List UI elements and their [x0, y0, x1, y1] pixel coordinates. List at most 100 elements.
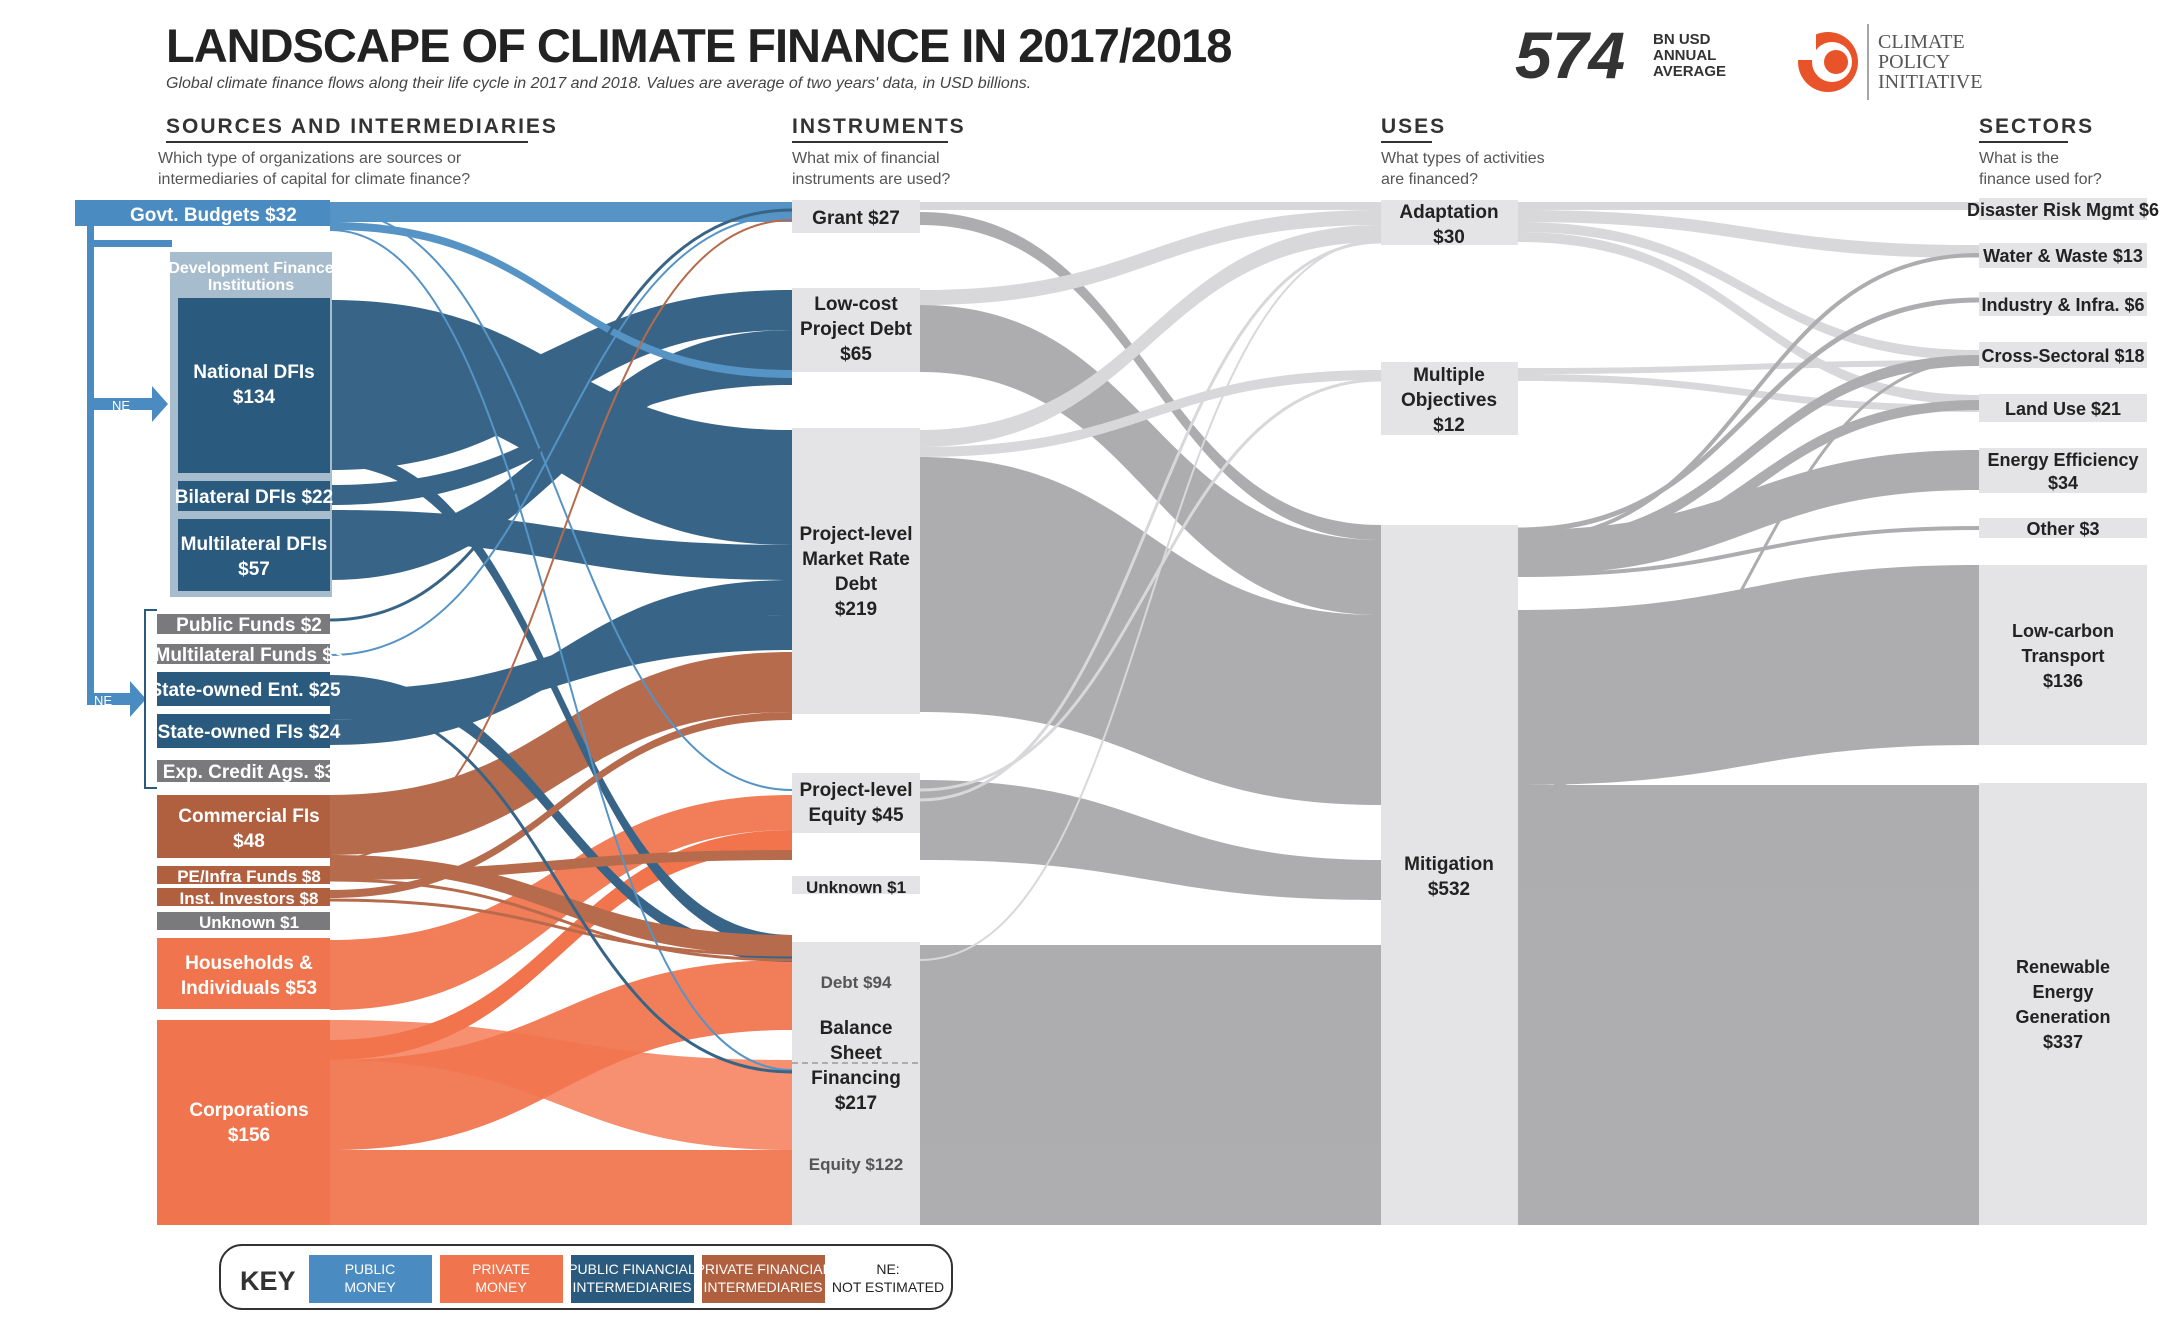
lowcost-label-1: Low-cost: [814, 294, 898, 315]
flow-corporations-project-equity: [330, 830, 792, 1060]
column-header-uses: USES What types of activities are financ…: [1381, 115, 1545, 188]
multilateral-dfis-label-2: $57: [238, 559, 270, 580]
flow-national-balance: [330, 450, 792, 950]
total-unit-line-1: BN USD: [1653, 31, 1711, 48]
node-export-credit: [157, 760, 330, 782]
node-public-funds: [157, 614, 330, 634]
cpi-logo-icon: [1790, 24, 1869, 100]
node-households: [157, 938, 330, 1009]
key-prfi-1: PRIVATE FINANCIAL: [696, 1261, 831, 1277]
key-public-money-swatch: [309, 1255, 432, 1303]
balance-label-1: Balance: [820, 1018, 893, 1039]
node-land-use: [1979, 394, 2147, 422]
public-funds-label: Public Funds $2: [176, 615, 322, 636]
multilateral-funds-label: Multilateral Funds $3: [155, 645, 344, 666]
node-commercial-fis: [157, 795, 330, 858]
instrument-nodes: Grant $27 Low-cost Project Debt $65 Proj…: [792, 200, 920, 1225]
flow-commercial-balance: [330, 855, 792, 955]
flow-govt-grant: [330, 202, 792, 222]
node-transport: [1979, 565, 2147, 745]
flow-market-mitigation: [920, 457, 1381, 805]
multiple-label-1: Multiple: [1413, 365, 1485, 386]
households-label-2: Individuals $53: [181, 978, 317, 999]
ee-label-2: $34: [2048, 473, 2078, 493]
total-unit-line-3: AVERAGE: [1653, 63, 1726, 80]
adaptation-label-2: $30: [1433, 227, 1465, 248]
transport-label-3: $136: [2043, 671, 2083, 691]
flow-grant-mitigation: [920, 212, 1381, 540]
flow-national-market: [330, 300, 792, 545]
sectors-question-1: What is the: [1979, 150, 2059, 167]
node-lowcost-debt: [792, 288, 920, 372]
flow-equity-mitigation: [920, 780, 1381, 900]
flow-market-multiple: [920, 370, 1381, 457]
lowcost-label-3: $65: [840, 344, 872, 365]
ee-label-1: Energy Efficiency: [1987, 450, 2138, 470]
bilateral-dfis-label: Bilateral DFIs $22: [175, 487, 333, 508]
unknown-instrument-label: Unknown $1: [806, 878, 906, 897]
node-cross-sectoral: [1979, 342, 2147, 368]
transport-label-1: Low-carbon: [2012, 621, 2114, 641]
mitigation-label-1: Mitigation: [1404, 854, 1494, 875]
node-corporations: [157, 1020, 330, 1225]
market-label-3: Debt: [835, 574, 878, 595]
land-label: Land Use $21: [2005, 399, 2121, 419]
adaptation-label-1: Adaptation: [1399, 202, 1498, 223]
multilateral-dfis-label-1: Multilateral DFIs: [181, 534, 328, 555]
uses-question-1: What types of activities: [1381, 150, 1545, 167]
column-header-instruments: INSTRUMENTS What mix of financial instru…: [792, 115, 966, 188]
flow-lowcost-adaptation: [920, 210, 1381, 305]
node-unknown-source: [157, 912, 330, 930]
bequity-label: Equity $122: [809, 1155, 904, 1174]
page-subtitle: Global climate finance flows along their…: [166, 75, 1031, 92]
node-disaster-risk: [1979, 198, 2147, 220]
transport-label-2: Transport: [2021, 646, 2104, 666]
equity-label-1: Project-level: [800, 780, 913, 801]
page-title: LANDSCAPE OF CLIMATE FINANCE IN 2017/201…: [166, 19, 1231, 72]
key-public-fi-swatch: [571, 1255, 694, 1303]
total-amount: 574: [1515, 18, 1625, 92]
flow-market-adaptation: [920, 225, 1381, 447]
key-ne-1: NE:: [876, 1261, 899, 1277]
flow-multiple-land: [1518, 374, 1979, 412]
households-label-1: Households &: [185, 953, 313, 974]
key-prfi-2: INTERMEDIARIES: [703, 1279, 822, 1295]
key-public-1: PUBLIC: [345, 1261, 396, 1277]
sources-title: SOURCES AND INTERMEDIARIES: [166, 115, 558, 138]
national-dfis-label-1: National DFIs: [193, 362, 314, 383]
node-balance-sheet: [792, 942, 920, 1225]
flow-bequity-mitigation: [920, 1063, 1381, 1225]
sector-nodes: Disaster Risk Mgmt $6 Water & Waste $13 …: [1967, 198, 2159, 1225]
key-private-fi-swatch: [702, 1255, 825, 1303]
flows-instruments-to-uses: [919, 202, 1382, 1225]
column-header-sectors: SECTORS What is the finance used for?: [1979, 115, 2102, 188]
uses-question-2: are financed?: [1381, 171, 1478, 188]
flow-sofi-market: [330, 580, 792, 745]
key-private-money-swatch: [440, 1255, 563, 1303]
flows-uses-to-sectors: [1517, 202, 1980, 1225]
key-private-1: PRIVATE: [472, 1261, 530, 1277]
flow-adaptation-land: [1518, 232, 1979, 405]
market-label-2: Market Rate: [802, 549, 910, 570]
flows-sources-to-instruments: [329, 202, 793, 1225]
source-govt-budgets: Govt. Budgets $32: [130, 205, 297, 226]
state-owned-fis-label: State-owned FIs $24: [158, 722, 341, 743]
lowcost-label-2: Project Debt: [800, 319, 913, 340]
node-pe-infra: [157, 866, 330, 884]
flow-lowcost-mitigation: [920, 305, 1381, 615]
node-market-debt: [792, 428, 920, 714]
re-label-4: $337: [2043, 1032, 2083, 1052]
node-water-waste: [1979, 243, 2147, 268]
node-state-owned-fis: [157, 714, 330, 748]
flow-bilateral-lowcost: [330, 370, 792, 505]
instruments-title: INSTRUMENTS: [792, 115, 966, 138]
node-inst-investors: [157, 888, 330, 906]
other-label: Other $3: [2026, 519, 2099, 539]
key-title: KEY: [240, 1266, 296, 1296]
corporations-label-1: Corporations: [189, 1100, 308, 1121]
multiple-label-2: Objectives: [1401, 390, 1497, 411]
legend-key: KEY PUBLIC MONEY PRIVATE MONEY PUBLIC FI…: [219, 1244, 953, 1310]
node-multilateral-dfis: [178, 519, 330, 591]
export-credit-label: Exp. Credit Ags. $3: [163, 762, 335, 783]
industry-label: Industry & Infra. $6: [1981, 295, 2144, 315]
